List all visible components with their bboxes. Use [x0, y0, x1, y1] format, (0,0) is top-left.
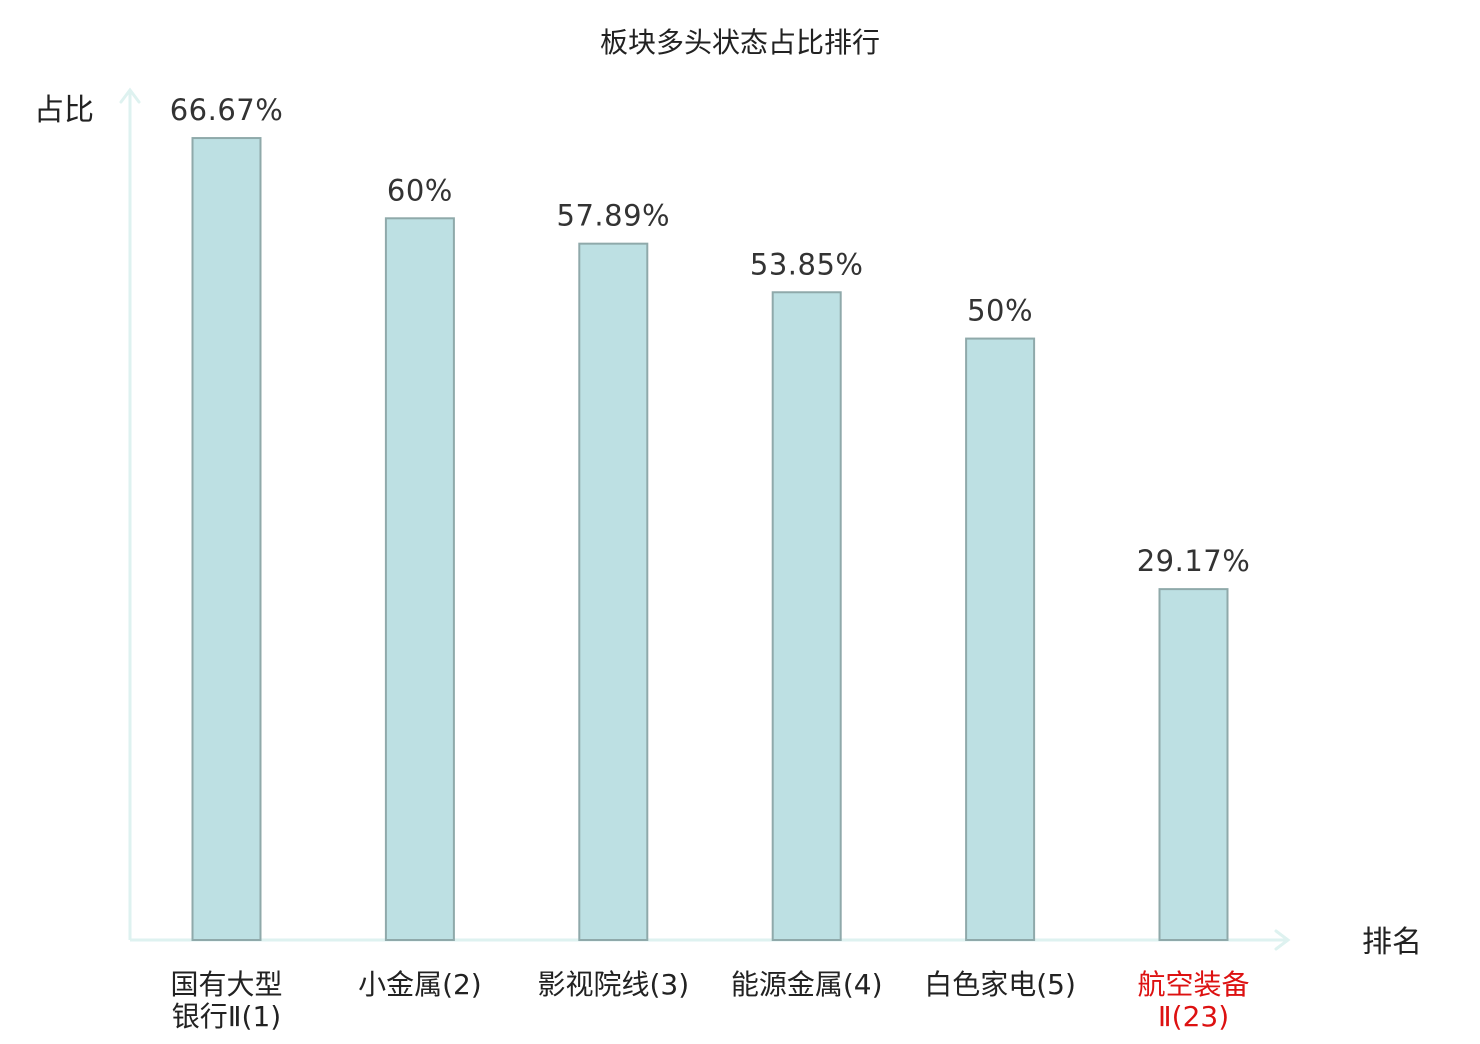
value-labels: 66.67% 60% 57.89% 53.85% 50% 29.17% — [170, 93, 1251, 578]
value-label-2: 60% — [387, 173, 453, 207]
category-label-4-line-1: 能源金属(4) — [731, 968, 883, 1001]
bar-5 — [965, 337, 1036, 942]
category-label-3-line-1: 影视院线(3) — [537, 968, 689, 1001]
category-label-1-line-2: 银行Ⅱ(1) — [172, 1000, 281, 1033]
category-label-1: 国有大型银行Ⅱ(1) — [170, 968, 282, 1033]
category-label-1-line-1: 国有大型 — [170, 968, 282, 1001]
bar-1 — [191, 137, 262, 942]
y-axis-label: 占比 — [34, 93, 94, 128]
bar-4 — [771, 291, 842, 941]
chart-title: 板块多头状态占比排行 — [600, 26, 880, 59]
category-label-2: 小金属(2) — [358, 968, 482, 1001]
bar-3 — [578, 242, 649, 941]
category-label-3: 影视院线(3) — [537, 968, 689, 1001]
bar-6 — [1158, 588, 1229, 942]
value-label-5: 50% — [967, 294, 1033, 328]
bars — [191, 137, 1229, 942]
bar-2 — [384, 217, 455, 942]
category-label-6: 航空装备 Ⅱ(23) — [1137, 968, 1249, 1033]
x-axis-label: 排名 — [1362, 925, 1422, 960]
category-label-2-line-1: 小金属(2) — [358, 968, 482, 1001]
value-label-6: 29.17% — [1137, 544, 1251, 578]
value-label-1: 66.67% — [170, 93, 284, 127]
category-label-6-line-1: 航空装备 — [1137, 968, 1249, 1001]
category-label-5-line-1: 白色家电(5) — [924, 968, 1076, 1001]
category-label-4: 能源金属(4) — [731, 968, 883, 1001]
axes — [119, 87, 1291, 951]
value-label-3: 57.89% — [557, 199, 671, 233]
y-axis-arrow — [119, 87, 141, 104]
category-labels: 国有大型银行Ⅱ(1) 小金属(2) 影视院线(3) 能源金属(4) 白色家电(5) 航空装… — [170, 968, 1249, 1033]
value-label-4: 53.85% — [750, 247, 864, 281]
x-axis-arrow — [1274, 929, 1291, 951]
category-label-5: 白色家电(5) — [924, 968, 1076, 1001]
category-label-6-line-2: Ⅱ(23) — [1158, 1000, 1229, 1033]
